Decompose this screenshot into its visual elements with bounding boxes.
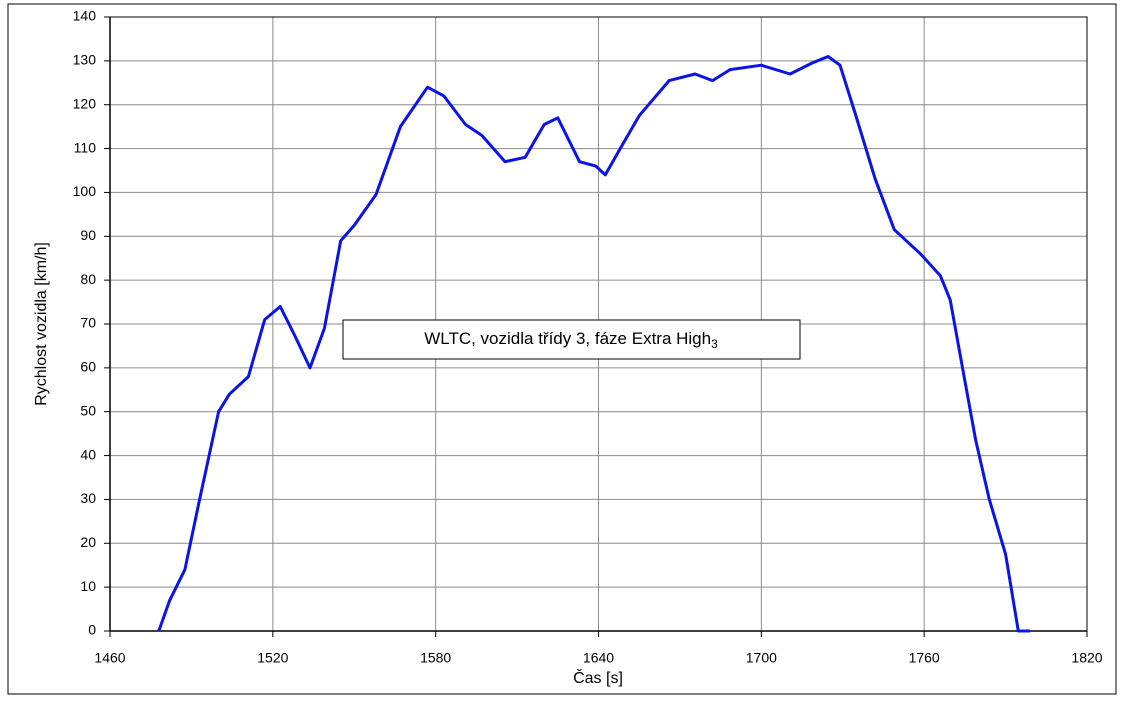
x-tick-label: 1820 xyxy=(1071,650,1102,666)
x-tick-label: 1520 xyxy=(257,650,288,666)
frame xyxy=(7,3,1117,695)
y-tick-label: 60 xyxy=(80,359,96,375)
x-tick-label: 1700 xyxy=(746,650,777,666)
y-tick-label: 140 xyxy=(73,8,97,24)
y-tick-label: 50 xyxy=(80,402,96,418)
x-tick-label: 1580 xyxy=(420,650,451,666)
x-tick-label: 1640 xyxy=(583,650,614,666)
y-tick-label: 80 xyxy=(80,271,96,287)
y-tick-label: 100 xyxy=(73,183,97,199)
y-axis-label: Rychlost vozidla [km/h] xyxy=(33,242,50,406)
y-tick-label: 130 xyxy=(73,52,97,68)
annotation-text: WLTC, vozidla třídy 3, fáze Extra High xyxy=(424,329,711,348)
y-tick-label: 0 xyxy=(88,622,96,638)
data-line xyxy=(157,55,1030,633)
y-tick-label: 110 xyxy=(74,139,97,155)
annotation-subscript: 3 xyxy=(711,337,718,351)
y-tick-label: 30 xyxy=(80,490,96,506)
x-tick-label: 1460 xyxy=(94,650,125,666)
y-tick-label: 70 xyxy=(80,315,96,331)
x-axis-label: Čas [s] xyxy=(573,668,623,687)
y-tick-label: 10 xyxy=(80,578,96,594)
y-tick-label: 90 xyxy=(80,227,96,243)
y-tick-label: 40 xyxy=(80,446,96,462)
annotation: WLTC, vozidla třídy 3, fáze Extra High3 xyxy=(424,329,718,351)
y-tick-label: 20 xyxy=(80,534,96,550)
y-tick-label: 120 xyxy=(73,95,97,111)
annotation-box xyxy=(342,319,801,360)
x-tick-label: 1760 xyxy=(909,650,940,666)
